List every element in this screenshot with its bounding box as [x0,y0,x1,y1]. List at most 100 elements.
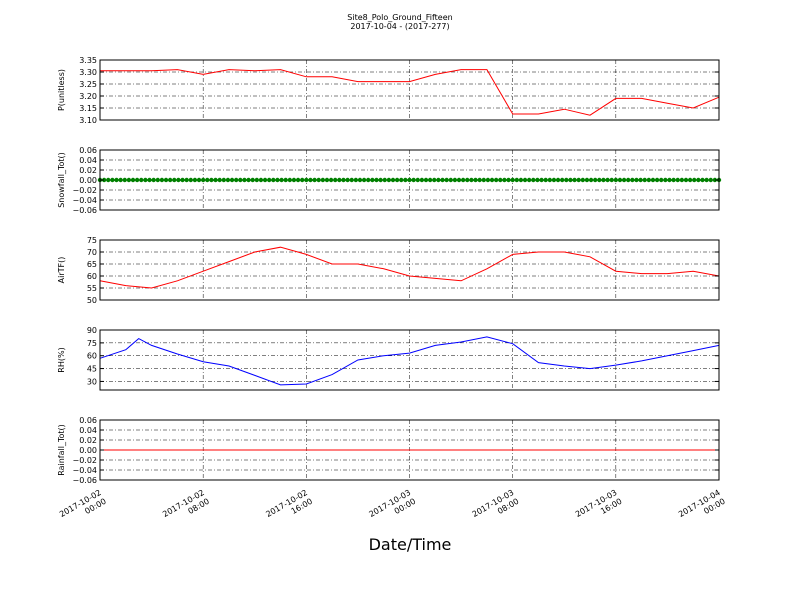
data-point [394,177,400,183]
data-point [407,177,412,183]
data-point [712,177,718,183]
data-point [411,177,416,183]
data-point [473,177,478,183]
data-point [378,177,383,183]
data-point [304,177,309,183]
data-point [180,177,185,183]
data-point [353,177,359,183]
data-point [205,177,210,183]
series-line [99,336,720,386]
data-point [287,177,293,183]
data-point [250,177,255,183]
y-tick-label: 70 [87,248,97,257]
data-point [642,177,647,183]
data-point [139,177,144,183]
data-point [551,177,557,183]
data-point [184,177,189,183]
data-point [266,177,272,183]
data-point [630,177,635,183]
y-tick-label: 45 [87,365,97,374]
data-point [617,177,623,183]
y-axis-label: P(unitless) [57,69,66,111]
y-tick-label: 3.25 [79,80,97,89]
data-point [126,177,132,183]
data-point [172,177,177,183]
data-point [337,177,342,183]
data-point [242,177,247,183]
data-point [593,177,598,183]
data-point [254,177,260,183]
data-point [576,177,581,183]
series-line [99,246,720,289]
data-point [564,177,569,183]
data-point [626,177,631,183]
data-point [601,177,606,183]
panel-2: −0.06−0.04−0.020.000.020.040.06 Snowfall_… [57,146,722,215]
y-tick-label: −0.02 [72,186,97,195]
data-point [543,177,548,183]
data-point [361,177,367,183]
data-point [696,177,701,183]
data-point [432,177,437,183]
data-point [159,177,165,183]
data-point [300,177,305,183]
data-point [349,177,354,183]
data-point [522,177,528,183]
data-point [217,177,222,183]
data-point [559,177,565,183]
data-point [130,177,136,183]
data-point [155,177,160,183]
data-point [448,177,453,183]
chart-panels: 3.10 3.15 3.20 3.25 3.30 3.35 P(unitless) −0.06… [57,56,722,485]
data-point [308,177,313,183]
y-tick-label: 3.10 [79,116,97,125]
y-tick-label: 3.15 [79,104,97,113]
data-point [539,177,544,183]
data-point [460,177,466,183]
y-axis-label: AirTF() [57,257,66,284]
data-point [415,177,420,183]
data-point [114,177,119,183]
y-axis-label: Rainfall_Tot() [57,424,66,476]
data-point [584,177,590,183]
y-tick-label: 0.02 [79,166,97,175]
data-point [493,177,499,183]
data-point [646,177,652,183]
data-point [465,177,470,183]
data-point [456,177,462,183]
y-tick-label: 3.20 [79,92,97,101]
data-point [345,177,350,183]
data-point [163,177,169,183]
y-tick-label: 0.00 [79,446,97,455]
data-point [151,177,156,183]
data-point [489,177,495,183]
y-tick-label: 0.04 [79,156,97,165]
y-tick-label: −0.06 [72,206,97,215]
data-point [110,177,115,183]
data-point [122,177,127,183]
data-point [101,177,107,183]
data-point [176,177,181,183]
data-point [444,177,449,183]
data-point [312,177,317,183]
plot-frame [99,329,720,391]
series-line [100,69,720,116]
data-point [366,177,371,183]
panel-3: 50 55 60 65 70 75 AirTF() [57,236,720,305]
data-point [283,177,288,183]
data-point [572,177,577,183]
data-point [597,177,602,183]
data-point [209,177,214,183]
panel-4: 30 45 60 75 90 RH(%) [57,326,720,391]
data-point [291,177,297,183]
data-point [106,177,111,183]
y-tick-label: 90 [87,326,97,335]
x-axis-label: Date/Time [369,535,452,554]
y-tick-label: −0.06 [72,476,97,485]
data-point [374,177,379,183]
